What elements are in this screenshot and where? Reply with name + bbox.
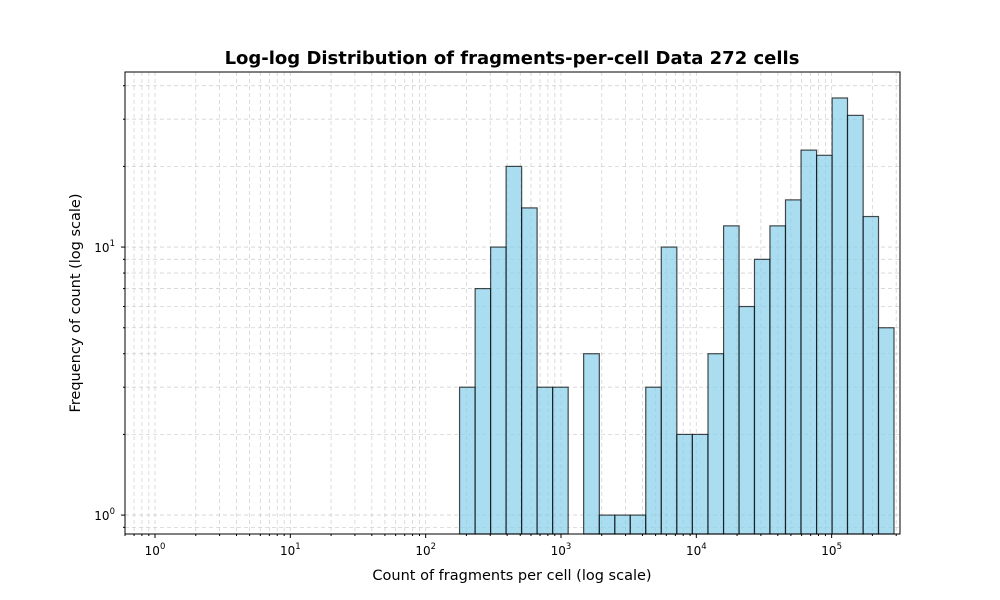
histogram-bar xyxy=(474,287,492,535)
histogram-bar xyxy=(598,514,616,535)
histogram-bar xyxy=(691,433,709,535)
x-axis-label: Count of fragments per cell (log scale) xyxy=(372,568,651,584)
histogram-bar xyxy=(831,97,849,535)
histogram-bar xyxy=(552,386,569,535)
histogram-bar xyxy=(660,246,678,535)
histogram-bar xyxy=(536,386,554,535)
histogram-bar xyxy=(490,246,507,535)
y-tick-label: 100 xyxy=(94,507,115,523)
histogram-bar xyxy=(815,154,833,535)
histogram-bar xyxy=(458,386,476,535)
x-tick-label: 104 xyxy=(686,542,707,558)
histogram-bar xyxy=(521,207,538,535)
x-tick-label: 103 xyxy=(551,542,572,558)
chart-title: Log-log Distribution of fragments-per-ce… xyxy=(225,48,800,69)
histogram-bar xyxy=(645,386,662,535)
x-tick-label: 101 xyxy=(280,542,301,558)
plot-frame xyxy=(124,71,901,535)
histogram-bar xyxy=(707,353,725,535)
axis-ticks: 100 101 102 103 104 105 100 101 xyxy=(94,85,897,558)
histogram-bar xyxy=(784,199,802,535)
histogram-bar xyxy=(505,165,523,535)
histogram-bar xyxy=(738,305,756,535)
histogram-bar xyxy=(846,114,864,535)
histogram-bar xyxy=(614,514,631,535)
y-tick-label: 101 xyxy=(94,239,115,255)
y-axis-label: Frequency of count (log scale) xyxy=(68,193,84,412)
histogram-bar xyxy=(629,514,647,535)
x-tick-label: 102 xyxy=(415,542,436,558)
histogram-bar xyxy=(769,225,787,535)
histogram-bar xyxy=(753,258,771,535)
x-tick-label: 105 xyxy=(821,542,842,558)
histogram-bar xyxy=(877,327,895,535)
histogram-bar xyxy=(800,149,818,535)
histogram-bar xyxy=(722,225,740,535)
x-tick-label: 100 xyxy=(145,542,166,558)
histogram-bars xyxy=(458,97,895,535)
histogram-bar xyxy=(676,433,693,535)
histogram-bar xyxy=(583,353,600,535)
histogram-bar xyxy=(862,215,880,535)
